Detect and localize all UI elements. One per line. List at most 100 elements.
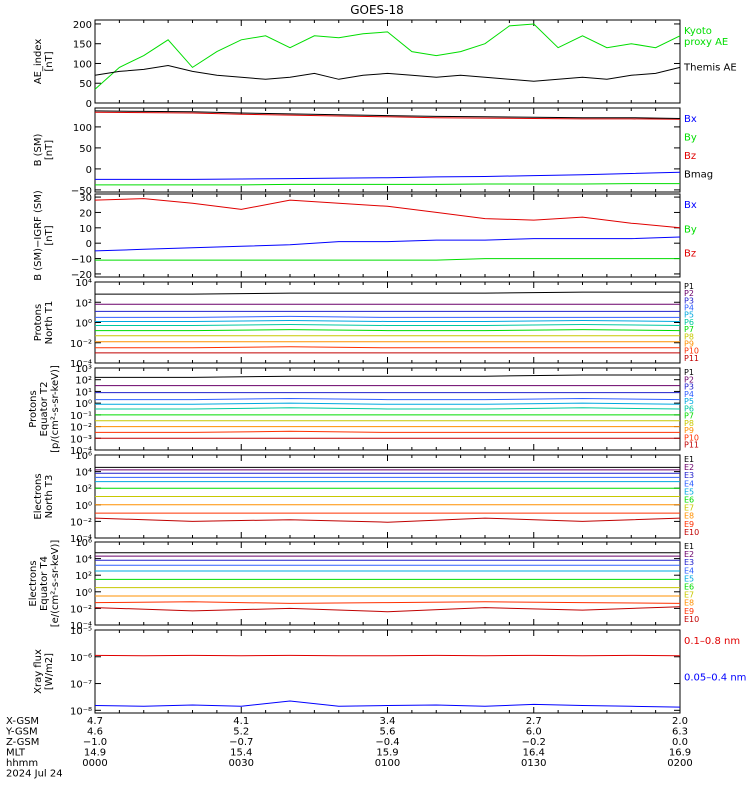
y-tick-label: 10⁻⁶ [70,653,92,664]
panel-1: 0 50 100 150 200 AE_index [nT] Kyoto proxy AE The… [33,19,737,110]
legend-p2: P2 [684,289,694,298]
series-line-bx [95,171,681,180]
y-tick-label: 0 [86,99,92,110]
legend-p5: P5 [684,311,694,320]
x-row-value: 0130 [521,758,546,769]
y-tick-label: 10⁻⁴ [70,534,92,545]
y-axis-label: [nT] [44,225,55,245]
series-line-e10 [94,517,681,523]
y-axis-label: [W/m2] [44,653,55,690]
y-axis-label: Equator T2 [39,382,50,437]
x-row-value: 4.1 [233,716,249,727]
panel-frame [94,541,681,626]
series-line-bz [94,111,681,120]
series-line-p7 [95,329,681,332]
y-tick-label: 10² [75,376,92,387]
x-row-value: 5.2 [233,727,249,738]
y-tick-label: 10⁻⁵ [70,626,92,637]
x-row-value: 6.3 [672,727,688,738]
y-tick-label: 10⁻⁴ [70,621,92,632]
y-tick-label: 10⁻² [70,604,92,615]
legend-p3: P3 [684,296,694,305]
legend-e10: E10 [684,615,699,624]
series-line-by [95,258,680,261]
y-axis-label: AE_index [33,39,44,85]
y-tick-label: 100 [73,59,92,70]
legend-p10: P10 [684,433,699,442]
legend-p2: P2 [684,375,694,384]
date-label: 2024 Jul 24 [6,769,63,780]
x-row-value: 0100 [375,758,400,769]
x-row-label: Y-GSM [5,727,38,738]
series-line-p5 [95,402,681,405]
y-tick-label: 10⁴ [75,555,92,566]
series-line-p10 [95,346,680,349]
y-tick-label: 10 [79,224,92,235]
x-axis-table: X-GSM 4.7 4.1 3.4 2.7 2.0 Y-GSM 4.6 5.2 5.6 6.0 6.3… [5,716,693,780]
y-tick-label: 100 [73,123,92,134]
y-axis-label: North T1 [44,301,55,345]
legend-e2: E2 [684,550,694,559]
y-tick-label: 50 [79,144,92,155]
panel-7: 10⁶ 10⁴ 10² 10⁰ 10⁻² 10⁻⁴ Electrons Equator T4[… [28,538,699,632]
x-row-value: 15.9 [376,748,398,759]
x-row-value: −1.0 [83,737,107,748]
legend-bmag: Bmag [684,170,713,181]
x-row-label: MLT [6,748,26,759]
series-line-p5 [95,319,681,322]
y-tick-label: 10⁻² [70,339,92,350]
y-axis-label: [nT] [44,140,55,160]
y-tick-label: 30 [79,193,92,204]
x-row-value: 0200 [667,758,692,769]
y-tick-label: 10⁰ [75,319,92,330]
y-axis-label: Electrons [33,473,44,519]
x-row-value: 2.7 [526,716,542,727]
series-line-p6 [95,323,681,326]
legend-e3: E3 [684,558,694,567]
series-line-p4 [95,397,681,401]
x-row-value: 4.7 [87,716,103,727]
series-line-p1 [95,291,680,295]
x-row-value: 16.4 [523,748,545,759]
y-tick-label: 10⁶ [75,538,92,549]
legend-p6: P6 [684,404,694,413]
x-row-value: 4.6 [87,727,103,738]
panel-frame [94,629,681,714]
y-tick-label: 10⁶ [75,451,92,462]
legend-p9: P9 [684,339,694,348]
legend-p10: P10 [684,347,699,356]
y-axis-label: [e/(cm²-s-sr-keV)] [50,540,61,628]
y-tick-label: 150 [73,40,92,51]
legend-themis-ae: Themis AE [683,63,737,74]
x-row-value: −0.2 [522,737,546,748]
series-line-p1 [95,374,680,378]
legend-p8: P8 [684,332,694,341]
legend-e9: E9 [684,520,694,529]
x-row-label: hhmm [6,758,38,769]
panel-2: −50 0 50 100 B (SM) [nT] Bx By Bz Bmag [33,107,713,197]
y-tick-label: 10⁰ [75,501,92,512]
y-tick-label: 10⁻⁸ [70,706,92,717]
legend-e9: E9 [684,607,694,616]
legend-e1: E1 [684,455,694,464]
y-tick-label: 10⁻⁷ [70,680,92,691]
y-axis-label: [p/(cm²-s-sr-keV)] [50,365,61,453]
x-row-value: 3.4 [380,716,396,727]
y-axis-label: Xray flux [33,649,44,694]
y-axis-label: B (SM)−IGRF (SM) [33,190,44,281]
y-tick-label: 10² [75,484,92,495]
legend-kyoto-proxy-ae: Kyoto proxy AE [684,26,728,48]
x-row-value: 2.0 [672,716,688,727]
x-row-value: −0.7 [229,737,253,748]
y-tick-label: 0 [86,165,92,176]
legend-e10: E10 [684,528,699,537]
y-tick-label: 10⁰ [75,399,92,410]
y-tick-label: 10² [75,571,92,582]
panel-4: 10⁴ 10² 10⁰ 10⁻² 10⁻⁴ Protons North T1 P1P2P3P4… [33,278,699,370]
legend-e4: E4 [684,566,694,575]
panel-8: 10⁻⁵ 10⁻⁶ 10⁻⁷ 10⁻⁸ Xray flux [W/m2] 0.1–0.8 n… [33,626,746,717]
y-tick-label: 10⁴ [75,468,92,479]
legend-bz: Bz [684,151,696,162]
